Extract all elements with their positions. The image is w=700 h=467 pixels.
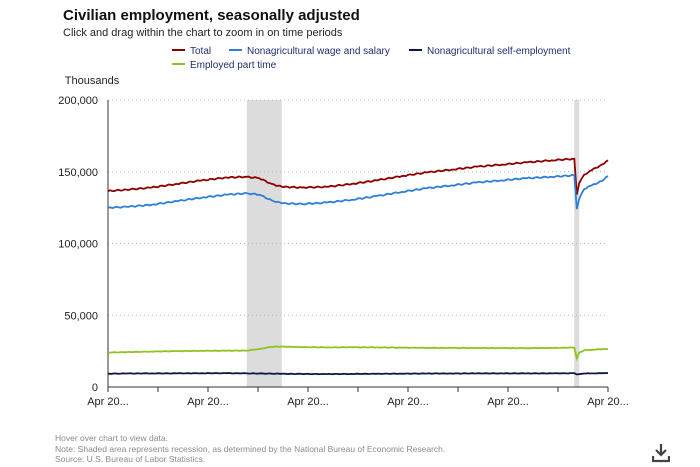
chart-title: Civilian employment, seasonally adjusted (63, 7, 360, 24)
legend-label-total: Total (190, 46, 212, 57)
x-tick-label-8: Apr 20... (487, 396, 529, 408)
x-tick-label-2: Apr 20... (187, 396, 229, 408)
x-tick-label-10: Apr 20... (587, 396, 629, 408)
y-tick-label-1: 50,000 (64, 310, 98, 322)
chart-subtitle: Click and drag within the chart to zoom … (63, 27, 343, 39)
chart-area[interactable]: 0 50,000 100,000 150,000 200,000 Thousands Apr… (0, 0, 700, 430)
legend-label-self-employment: Nonagricultural self-employment (427, 46, 571, 57)
series-line-total (107, 157, 609, 195)
download-icon[interactable] (652, 443, 670, 463)
legend-item-total[interactable]: Total (172, 46, 211, 57)
y-tick-label-3: 150,000 (58, 167, 98, 179)
legend-label-wage-salary: Nonagricultural wage and salary (247, 46, 390, 57)
recession-note: Note: Shaded area represents recession, … (55, 443, 446, 454)
source-note: Source: U.S. Bureau of Labor Statistics. (55, 454, 206, 464)
legend-swatch-wage-salary (229, 49, 242, 52)
x-tick-label-0: Apr 20... (87, 396, 129, 408)
legend-swatch-self-employment (409, 49, 422, 52)
y-tick-label-4: 200,000 (58, 95, 98, 107)
x-tick-label-6: Apr 20... (387, 396, 429, 408)
legend-label-part-time: Employed part time (190, 60, 277, 71)
legend-item-part-time[interactable]: Employed part time (172, 60, 276, 71)
legend-swatch-part-time (172, 63, 185, 66)
x-tick-label-4: Apr 20... (287, 396, 329, 408)
legend-item-wage-salary[interactable]: Nonagricultural wage and salary (229, 46, 390, 57)
y-tick-label-2: 100,000 (58, 239, 98, 251)
y-tick-label-0: 0 (92, 382, 98, 394)
series-line-nonagricultural-self-employment (107, 372, 609, 376)
legend-item-self-employment[interactable]: Nonagricultural self-employment (409, 46, 570, 57)
footnotes: Hover over chart to view data. Note: Sha… (55, 433, 445, 465)
series-line-employed-part-time (107, 345, 608, 362)
legend-swatch-total (172, 49, 185, 52)
series-line-nonagricultural-wage-and-salary (107, 173, 609, 210)
y-axis-label: Thousands (65, 75, 120, 87)
hover-note: Hover over chart to view data. (55, 433, 168, 443)
